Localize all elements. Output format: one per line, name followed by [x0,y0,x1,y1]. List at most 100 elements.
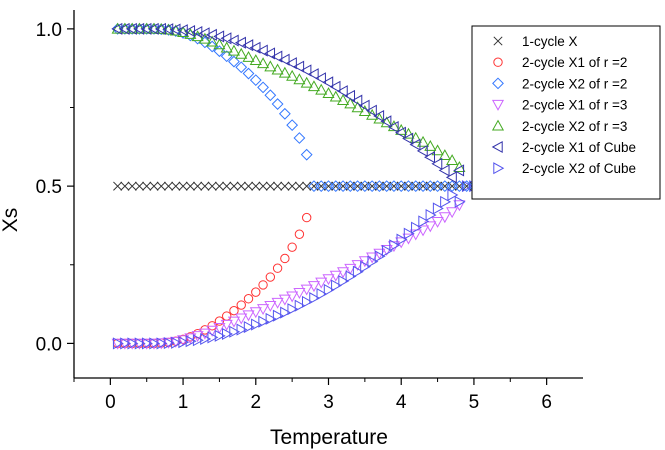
data-point [112,337,124,350]
data-point [163,337,175,350]
data-point [156,337,168,350]
plot-axes: 0 1 2 3 4 5 6 0.0 0.5 1.0 [36,10,583,413]
data-point [258,280,268,290]
data-point [229,181,239,191]
series-2 [111,22,553,193]
legend-marker [491,140,503,154]
data-point [249,41,261,54]
data-point [249,307,262,319]
data-point [118,22,131,35]
data-point [264,89,277,102]
legend-marker [491,119,505,131]
x-tick-label: 1 [178,392,189,413]
data-point [264,47,276,60]
data-point [278,53,290,66]
data-point [344,89,356,102]
data-point [395,237,408,249]
data-point [142,337,153,350]
data-point [432,202,444,215]
data-point [264,300,277,312]
legend-label: 2-cycle X2 of r =3 [522,119,627,134]
data-point [155,22,166,35]
data-point [207,181,217,191]
data-point [271,63,284,75]
data-point [453,200,466,212]
data-point [351,94,363,107]
data-point [394,126,406,139]
data-point [258,181,268,191]
data-point [236,323,248,336]
series-5 [111,22,465,184]
data-point [214,316,225,326]
data-point [286,69,299,81]
data-point [134,181,144,191]
data-point [235,36,246,49]
data-point [198,32,211,44]
data-point [431,216,444,228]
data-point [389,239,401,252]
data-point [373,109,385,123]
legend-marker [493,162,505,175]
data-point [235,47,248,59]
data-point [271,50,283,63]
data-point [294,181,304,191]
data-point [242,39,254,52]
data-point [178,181,188,191]
data-point [431,157,443,170]
data-point [229,325,241,338]
data-point [235,313,248,325]
data-point [206,40,219,53]
data-point [213,30,225,43]
data-point [416,144,428,157]
data-point [242,50,255,62]
data-point [403,227,415,240]
data-point [236,181,246,191]
data-point [293,60,305,73]
data-point [113,181,123,191]
data-point [228,55,240,68]
data-point [307,80,321,92]
data-point [265,272,276,282]
data-point [300,64,312,77]
data-point [381,244,393,257]
data-point [192,334,204,347]
data-point [265,181,275,191]
data-point [416,135,430,147]
data-point [256,44,268,57]
data-point [118,22,130,35]
data-point [453,164,465,177]
data-point [307,281,321,293]
data-point [409,138,421,151]
data-point [336,85,348,98]
data-point [418,215,430,228]
x-tick-label: 6 [541,392,552,413]
data-point [402,132,414,145]
x-tick-label: 4 [396,392,407,413]
data-point [140,22,153,35]
legend: 1-cycle X 2-cycle X1 of r =2 2-cycle X2 of… [471,25,661,200]
data-point [127,181,137,191]
series-6 [112,180,553,350]
data-point [222,327,233,341]
data-point [185,335,197,348]
data-point [445,171,457,184]
data-point [178,336,190,349]
x-tick-label: 3 [323,392,334,413]
data-point [163,181,174,191]
data-point [438,212,451,224]
data-point [438,164,450,177]
data-point [345,270,357,283]
data-point [236,300,246,310]
data-point [329,80,341,93]
data-point [133,22,146,35]
data-point [302,181,312,191]
data-point [336,94,350,105]
data-point [344,263,357,275]
data-point [133,22,145,35]
legend-label: 2-cycle X2 of r =2 [522,76,627,91]
legend-label: 1-cycle X [522,34,578,49]
data-point [387,120,399,134]
data-point [278,107,291,120]
data-point [149,337,161,350]
